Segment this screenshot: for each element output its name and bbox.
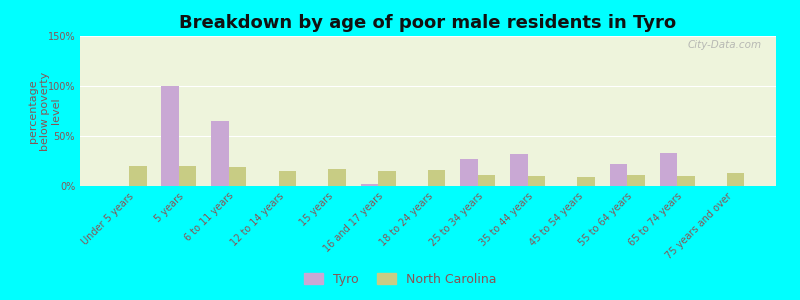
Bar bbox=[428, 170, 446, 186]
Bar bbox=[378, 171, 396, 186]
Bar bbox=[361, 184, 378, 186]
Bar bbox=[627, 175, 645, 186]
Text: City-Data.com: City-Data.com bbox=[688, 40, 762, 50]
Bar bbox=[510, 154, 528, 186]
Bar bbox=[328, 169, 346, 186]
Bar bbox=[610, 164, 627, 186]
Bar bbox=[677, 176, 694, 186]
Bar bbox=[727, 173, 744, 186]
Y-axis label: percentage
below poverty
level: percentage below poverty level bbox=[28, 71, 62, 151]
Bar bbox=[129, 166, 146, 186]
Bar bbox=[278, 171, 296, 186]
Bar bbox=[460, 159, 478, 186]
Bar bbox=[162, 86, 179, 186]
Bar bbox=[478, 175, 495, 186]
Title: Breakdown by age of poor male residents in Tyro: Breakdown by age of poor male residents … bbox=[179, 14, 677, 32]
Bar bbox=[229, 167, 246, 186]
Bar bbox=[528, 176, 545, 186]
Bar bbox=[211, 121, 229, 186]
Legend: Tyro, North Carolina: Tyro, North Carolina bbox=[299, 268, 501, 291]
Bar bbox=[660, 153, 677, 186]
Bar bbox=[578, 177, 595, 186]
Bar bbox=[179, 166, 196, 186]
